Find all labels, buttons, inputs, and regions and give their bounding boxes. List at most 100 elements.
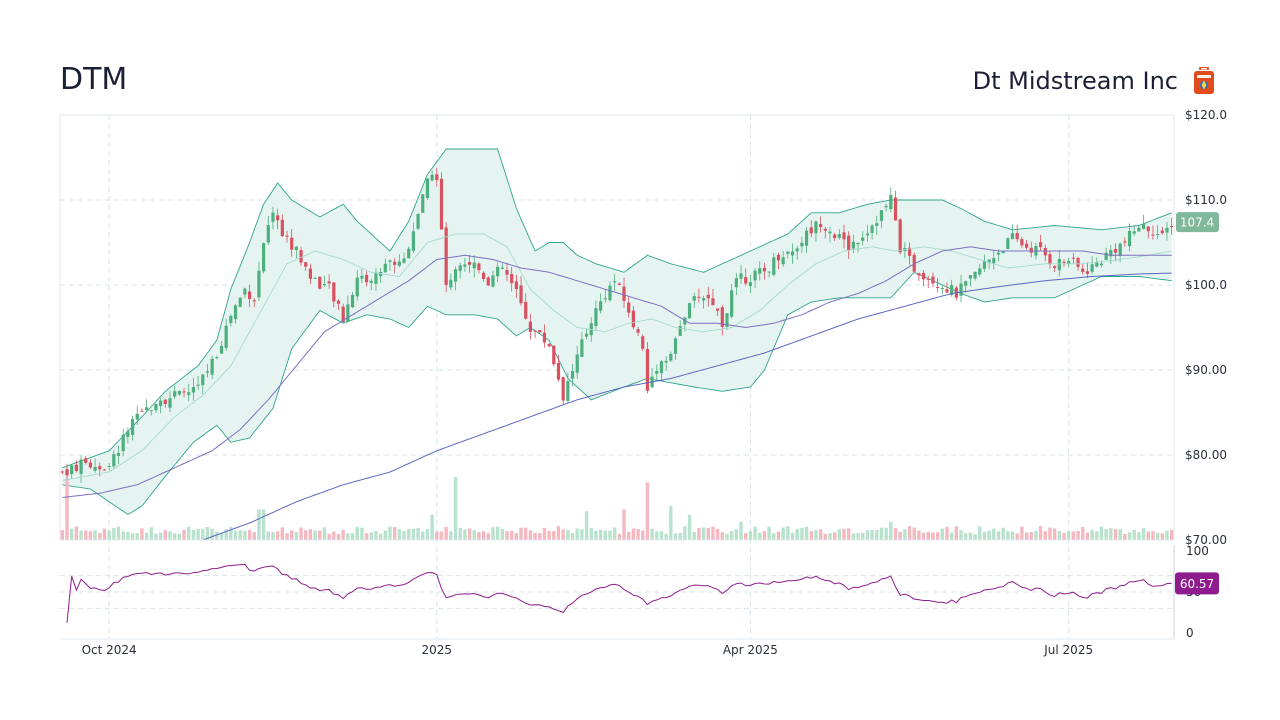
volume-bar <box>187 526 191 540</box>
candle-body <box>1118 243 1122 256</box>
volume-bar <box>580 529 584 540</box>
volume-bar <box>884 527 888 540</box>
volume-bar <box>781 527 785 540</box>
candle-body <box>795 248 799 252</box>
candle-body <box>683 317 687 325</box>
volume-bar <box>1043 531 1047 540</box>
volume-bar <box>472 530 476 540</box>
candle-body <box>725 313 729 327</box>
volume-bar <box>1155 532 1160 540</box>
sma-50-line <box>62 246 1172 498</box>
volume-bar <box>210 528 214 540</box>
candle-body <box>987 259 991 263</box>
candle-body <box>1024 243 1029 248</box>
candle-body <box>304 262 308 267</box>
candle-body <box>1076 257 1080 267</box>
volume-bar <box>1071 531 1076 540</box>
volume-bar <box>617 533 622 540</box>
volume-bar <box>271 531 275 540</box>
candle-body <box>458 265 462 271</box>
volume-bar <box>383 530 388 540</box>
volume-bar <box>449 531 453 540</box>
volume-bar <box>1137 532 1141 540</box>
candle-body <box>753 270 757 281</box>
volume-bar <box>1024 532 1029 540</box>
volume-bar <box>814 530 818 540</box>
candle-body <box>219 345 224 354</box>
candle-body <box>875 223 879 226</box>
volume-bar <box>1076 531 1080 540</box>
candle-body <box>819 224 823 228</box>
candle-body <box>870 225 874 233</box>
volume-bar <box>744 533 748 540</box>
volume-bar <box>280 527 285 540</box>
candle-body <box>533 330 537 332</box>
candle-body <box>542 332 547 343</box>
candle-body <box>318 276 322 289</box>
candle-body <box>589 323 593 336</box>
sma-200-line <box>202 272 1172 541</box>
volume-bar <box>594 530 598 540</box>
candle-body <box>1109 249 1113 257</box>
volume-bar <box>992 528 996 540</box>
candle-body <box>313 277 317 279</box>
volume-bar <box>547 530 551 540</box>
volume-bar <box>828 533 832 540</box>
bollinger-upper-line <box>62 148 1172 469</box>
bollinger-band-fill <box>62 149 1172 515</box>
candle-body <box>561 377 565 401</box>
candle-body <box>496 266 500 277</box>
time-axis: Oct 2024 2025 Apr 2025 Jul 2025 <box>82 643 1094 657</box>
price-tick-label: $110.0 <box>1185 193 1227 207</box>
candle-body <box>776 254 781 261</box>
candle-body <box>1067 260 1071 264</box>
volume-bar <box>1104 529 1108 540</box>
candle-body <box>800 242 804 247</box>
candle-body <box>865 233 870 236</box>
candle-body <box>716 308 720 311</box>
volume-bar <box>720 532 725 540</box>
volume-bar <box>467 528 472 540</box>
volume-bar <box>84 530 88 540</box>
candle-body <box>664 360 668 363</box>
candle-body <box>954 287 958 298</box>
volume-bar <box>1123 533 1127 540</box>
candle-body <box>196 384 200 386</box>
candle-body <box>706 294 710 299</box>
volume-bar <box>893 528 898 540</box>
candle-body <box>912 254 916 272</box>
candle-body <box>556 363 561 380</box>
candle-body <box>552 345 556 365</box>
volume-bar <box>926 531 930 540</box>
volume-bar <box>711 526 715 540</box>
volume-bar <box>865 530 870 540</box>
volume-bar <box>846 528 851 540</box>
volume-bar <box>116 526 121 540</box>
candle-body <box>678 325 682 336</box>
volume-bar <box>294 532 299 540</box>
volume-bar <box>1085 532 1090 540</box>
volume-bar <box>201 528 205 540</box>
volume-bar <box>627 531 631 540</box>
candle-body <box>711 298 715 306</box>
volume-bar <box>612 527 617 540</box>
volume-bar <box>542 527 547 540</box>
candle-body <box>191 387 195 393</box>
sma-short-line <box>62 233 1172 481</box>
candle-body <box>856 242 860 245</box>
candle-body <box>149 410 153 412</box>
volume-bar <box>1052 528 1057 540</box>
candle-body <box>393 261 397 265</box>
volume-bar <box>425 529 430 540</box>
candle-body <box>636 329 640 333</box>
candle-body <box>641 336 645 349</box>
volume-bar <box>982 531 987 540</box>
volume-bar <box>144 532 149 540</box>
volume-bar <box>163 530 168 540</box>
rsi-tick-label: 100 <box>1186 544 1209 558</box>
candle-body <box>472 262 476 269</box>
candle-body <box>130 419 135 435</box>
volume-bar <box>706 527 710 540</box>
volume-bar <box>533 532 537 540</box>
candle-body <box>1156 234 1160 236</box>
